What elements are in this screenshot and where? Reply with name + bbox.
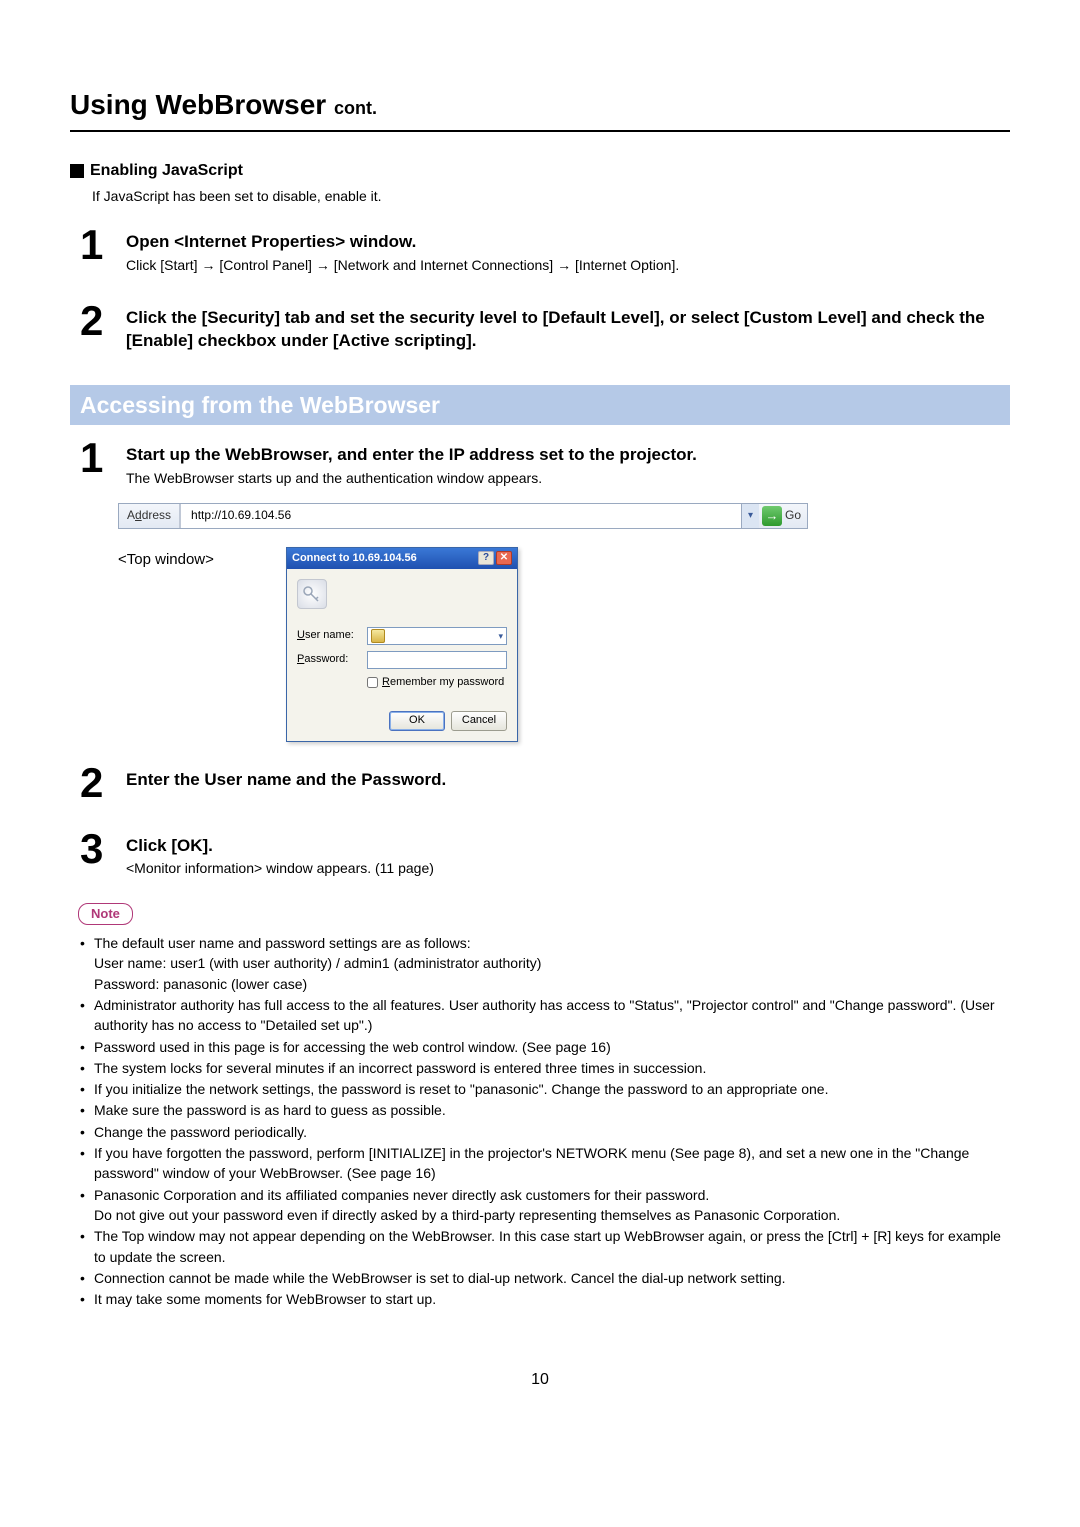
note-item: •Panasonic Corporation and its affiliate… — [80, 1185, 1010, 1226]
note-item: •Change the password periodically. — [80, 1122, 1010, 1142]
go-label[interactable]: Go — [785, 507, 807, 524]
note-item: •The Top window may not appear depending… — [80, 1226, 1010, 1267]
bullet-icon: • — [80, 933, 94, 994]
address-input[interactable]: http://10.69.104.56 — [180, 504, 741, 528]
note-text: It may take some moments for WebBrowser … — [94, 1289, 1010, 1309]
step-number: 3 — [80, 828, 126, 870]
password-label: Password: — [297, 652, 367, 667]
step-heading: Enter the User name and the Password. — [126, 768, 1010, 792]
bullet-icon: • — [80, 1185, 94, 1226]
square-bullet-icon — [70, 164, 84, 178]
page-title: Using WebBrowser cont. — [70, 85, 1010, 132]
note-text: If you have forgotten the password, perf… — [94, 1143, 1010, 1184]
username-input[interactable]: ▾ — [367, 627, 507, 645]
step-sub: <Monitor information> window appears. (1… — [126, 859, 1010, 879]
bullet-icon: • — [80, 995, 94, 1036]
acc-step-1: 1 Start up the WebBrowser, and enter the… — [70, 437, 1010, 488]
step-number: 2 — [80, 300, 126, 342]
note-item: •If you initialize the network settings,… — [80, 1079, 1010, 1099]
close-icon[interactable]: ✕ — [496, 551, 512, 565]
note-text: Connection cannot be made while the WebB… — [94, 1268, 1010, 1288]
dialog-body: User name: ▾ Password: Remember my passw… — [287, 569, 517, 740]
section-accessing: Accessing from the WebBrowser — [70, 385, 1010, 425]
title-cont: cont. — [334, 98, 377, 118]
note-text: Change the password periodically. — [94, 1122, 1010, 1142]
note-text: Make sure the password is as hard to gue… — [94, 1100, 1010, 1120]
address-dropdown[interactable]: ▾ — [741, 504, 759, 528]
dialog-title: Connect to 10.69.104.56 — [292, 551, 417, 566]
bullet-icon: • — [80, 1122, 94, 1142]
note-item: •Connection cannot be made while the Web… — [80, 1268, 1010, 1288]
top-window-label: <Top window> — [118, 547, 286, 742]
subhead-enable-js: Enabling JavaScript — [70, 160, 1010, 182]
step-heading: Start up the WebBrowser, and enter the I… — [126, 443, 1010, 467]
go-icon[interactable]: → — [762, 506, 782, 526]
note-item: •Password used in this page is for acces… — [80, 1037, 1010, 1057]
enable-js-desc: If JavaScript has been set to disable, e… — [92, 187, 1010, 207]
bullet-icon: • — [80, 1143, 94, 1184]
note-text: The system locks for several minutes if … — [94, 1058, 1010, 1078]
password-input[interactable] — [367, 651, 507, 669]
note-item: •The default user name and password sett… — [80, 933, 1010, 994]
js-step-2: 2 Click the [Security] tab and set the s… — [70, 300, 1010, 356]
step-heading: Click the [Security] tab and set the sec… — [126, 306, 1010, 354]
note-text: Password used in this page is for access… — [94, 1037, 1010, 1057]
js-step-1: 1 Open <Internet Properties> window. Cli… — [70, 224, 1010, 275]
acc-step-2: 2 Enter the User name and the Password. — [70, 762, 1010, 804]
step-heading: Open <Internet Properties> window. — [126, 230, 1010, 254]
note-text: If you initialize the network settings, … — [94, 1079, 1010, 1099]
help-icon[interactable]: ? — [478, 551, 494, 565]
note-text: The Top window may not appear depending … — [94, 1226, 1010, 1267]
auth-dialog: Connect to 10.69.104.56 ? ✕ User name: ▾… — [286, 547, 518, 742]
step-sub: The WebBrowser starts up and the authent… — [126, 469, 1010, 489]
bullet-icon: • — [80, 1100, 94, 1120]
dialog-titlebar: Connect to 10.69.104.56 ? ✕ — [287, 548, 517, 569]
step-sub: Click [Start] → [Control Panel] → [Netwo… — [126, 256, 1010, 276]
user-icon — [371, 629, 385, 643]
bullet-icon: • — [80, 1268, 94, 1288]
step-heading: Click [OK]. — [126, 834, 1010, 858]
note-item: •It may take some moments for WebBrowser… — [80, 1289, 1010, 1309]
page-number: 10 — [70, 1369, 1010, 1391]
bullet-icon: • — [80, 1289, 94, 1309]
bullet-icon: • — [80, 1079, 94, 1099]
remember-checkbox[interactable] — [367, 677, 378, 688]
remember-checkbox-row[interactable]: Remember my password — [367, 675, 507, 690]
ok-button[interactable]: OK — [389, 711, 445, 731]
note-badge: Note — [78, 903, 133, 925]
notes-list: •The default user name and password sett… — [70, 933, 1010, 1309]
keys-icon — [297, 579, 327, 609]
address-label: Address — [119, 504, 180, 528]
remember-label: Remember my password — [382, 675, 504, 690]
note-item: •Administrator authority has full access… — [80, 995, 1010, 1036]
note-item: •Make sure the password is as hard to gu… — [80, 1100, 1010, 1120]
note-item: •The system locks for several minutes if… — [80, 1058, 1010, 1078]
note-text: Panasonic Corporation and its affiliated… — [94, 1185, 1010, 1226]
username-label: User name: — [297, 628, 367, 643]
bullet-icon: • — [80, 1058, 94, 1078]
note-text: The default user name and password setti… — [94, 933, 1010, 994]
subhead-text: Enabling JavaScript — [90, 160, 243, 182]
acc-step-3: 3 Click [OK]. <Monitor information> wind… — [70, 828, 1010, 879]
step-number: 1 — [80, 437, 126, 479]
title-main: Using WebBrowser — [70, 89, 326, 120]
chevron-down-icon[interactable]: ▾ — [498, 630, 503, 643]
note-item: •If you have forgotten the password, per… — [80, 1143, 1010, 1184]
top-window-row: <Top window> Connect to 10.69.104.56 ? ✕… — [118, 547, 1010, 742]
bullet-icon: • — [80, 1037, 94, 1057]
bullet-icon: • — [80, 1226, 94, 1267]
step-number: 1 — [80, 224, 126, 266]
step-number: 2 — [80, 762, 126, 804]
cancel-button[interactable]: Cancel — [451, 711, 507, 731]
note-text: Administrator authority has full access … — [94, 995, 1010, 1036]
address-bar: Address http://10.69.104.56 ▾ → Go — [118, 503, 808, 529]
